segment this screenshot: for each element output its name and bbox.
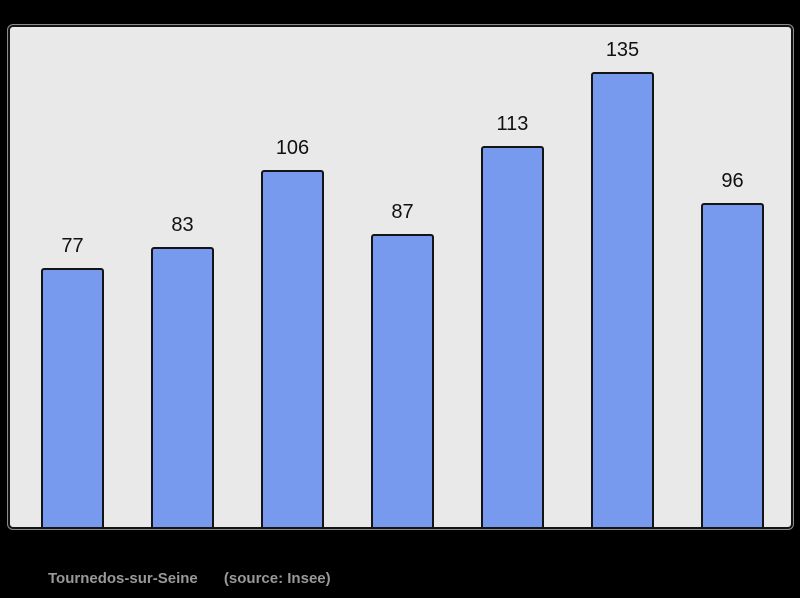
bar [591, 72, 654, 527]
bar [41, 268, 104, 527]
bar-value-label: 135 [605, 39, 640, 61]
caption-source: (source: Insee) [223, 570, 331, 587]
caption-commune-name: Tournedos-sur-Seine [48, 570, 198, 587]
bar-value-label: 83 [171, 214, 194, 236]
bar [261, 170, 324, 527]
bar [151, 247, 214, 527]
chart-caption: Tournedos-sur-Seine (source: Insee) [48, 570, 331, 587]
bar-value-label: 87 [391, 201, 414, 223]
bar-value-label: 106 [275, 137, 310, 159]
bar-value-label: 113 [496, 113, 529, 135]
bar [371, 234, 434, 527]
bar-value-label: 77 [61, 235, 84, 257]
bar-value-label: 96 [721, 170, 744, 192]
bar [701, 203, 764, 527]
chart-panel: 77 83 106 87 113 135 96 [8, 25, 793, 529]
bar [481, 146, 544, 527]
